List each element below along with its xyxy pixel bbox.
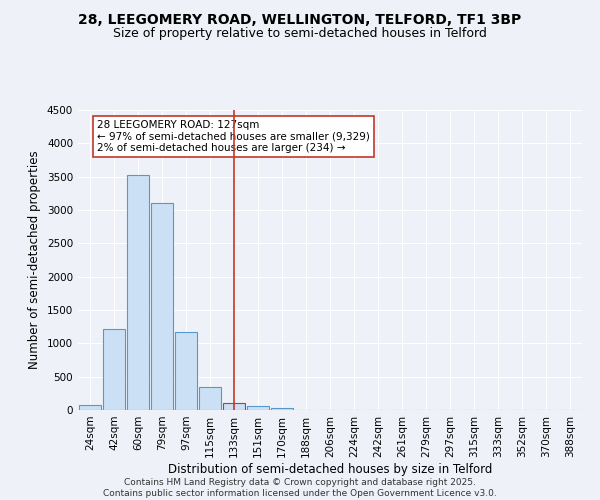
- Text: 28, LEEGOMERY ROAD, WELLINGTON, TELFORD, TF1 3BP: 28, LEEGOMERY ROAD, WELLINGTON, TELFORD,…: [79, 12, 521, 26]
- Bar: [151, 204, 173, 410]
- Text: Size of property relative to semi-detached houses in Telford: Size of property relative to semi-detach…: [113, 28, 487, 40]
- Y-axis label: Number of semi-detached properties: Number of semi-detached properties: [28, 150, 41, 370]
- X-axis label: Distribution of semi-detached houses by size in Telford: Distribution of semi-detached houses by …: [168, 462, 492, 475]
- Bar: [127, 176, 149, 410]
- Bar: [223, 404, 245, 410]
- Bar: [103, 328, 125, 410]
- Bar: [199, 386, 221, 410]
- Text: 28 LEEGOMERY ROAD: 127sqm
← 97% of semi-detached houses are smaller (9,329)
2% o: 28 LEEGOMERY ROAD: 127sqm ← 97% of semi-…: [97, 120, 370, 153]
- Bar: [79, 405, 101, 410]
- Text: Contains HM Land Registry data © Crown copyright and database right 2025.
Contai: Contains HM Land Registry data © Crown c…: [103, 478, 497, 498]
- Bar: [271, 408, 293, 410]
- Bar: [247, 406, 269, 410]
- Bar: [175, 332, 197, 410]
